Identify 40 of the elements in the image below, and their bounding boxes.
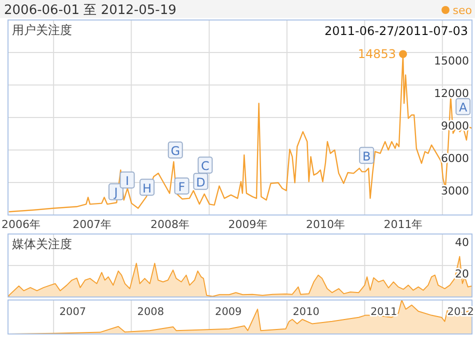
x-tick-label: 2011年 — [384, 218, 423, 231]
annotation: D — [196, 175, 206, 190]
annotation: I — [125, 174, 130, 188]
annotation: F — [178, 180, 186, 194]
marker-box: D — [193, 172, 208, 190]
x-tick-label: 2009年 — [228, 218, 268, 231]
y-tick-label: 12000 — [434, 87, 469, 100]
annotation: B — [362, 149, 371, 164]
annotation: J — [113, 186, 118, 200]
x-tick-label: 2008 — [137, 306, 164, 318]
legend: seo — [442, 4, 472, 17]
marker-box: C — [198, 156, 213, 174]
y-axis-title: 用户关注度 — [12, 23, 72, 37]
x-tick-label: 2006年 — [1, 218, 40, 231]
x-tick-label: 2009 — [215, 306, 242, 318]
marker-box: J — [108, 183, 124, 200]
annotation: G — [170, 144, 180, 158]
annotation: H — [142, 181, 152, 196]
annotation: A — [458, 100, 468, 115]
y-axis-title: 媒体关注度 — [12, 237, 72, 251]
data-label: 14853 — [358, 47, 396, 62]
y-tick-label: 15000 — [434, 54, 469, 68]
y-tick-label: 40 — [455, 236, 469, 249]
x-tick-label: 2007年 — [72, 218, 112, 231]
marker-box: B — [359, 146, 374, 164]
x-tick-label: 2008年 — [150, 218, 190, 231]
marker-box: H — [140, 178, 155, 196]
marker-box: G — [168, 142, 183, 158]
marker-box: I — [120, 172, 135, 188]
x-tick-label: 2007 — [59, 306, 86, 318]
x-tick-label: 2011 — [370, 306, 398, 318]
marker-box: F — [174, 177, 190, 194]
annotation: C — [200, 159, 210, 174]
y-tick-label: 3000 — [441, 184, 469, 198]
x-tick-label: 2010 — [292, 306, 320, 318]
x-tick-label: 2010年 — [306, 218, 345, 231]
chart-title: 2006-06-01 至 2012-05-19 — [4, 3, 176, 18]
annotation: 2011-06-27/2011-07-03 — [324, 24, 468, 38]
marker-box: A — [456, 98, 471, 116]
legend-label: seo — [452, 4, 472, 17]
